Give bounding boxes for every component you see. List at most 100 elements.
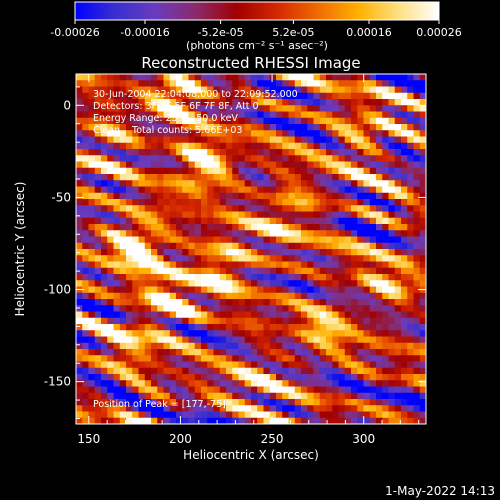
heatmap-cell: [144, 361, 152, 369]
heatmap-cell: [157, 155, 164, 162]
heatmap-cell: [394, 380, 402, 387]
heatmap-cell: [357, 274, 364, 281]
heatmap-cell: [413, 274, 421, 281]
heatmap-cell: [244, 305, 252, 312]
heatmap-cell: [251, 236, 258, 244]
heatmap-cell: [138, 386, 146, 394]
heatmap-cell: [332, 192, 339, 200]
heatmap-cell: [376, 274, 383, 281]
heatmap-cell: [182, 324, 189, 331]
heatmap-cell: [176, 336, 183, 344]
heatmap-cell: [132, 286, 139, 294]
heatmap-cell: [301, 367, 308, 375]
heatmap-cell: [132, 380, 139, 387]
heatmap-cell: [219, 174, 227, 181]
heatmap-cell: [313, 124, 321, 131]
heatmap-cell: [219, 92, 227, 100]
heatmap-cell: [132, 149, 139, 156]
heatmap-cell: [126, 211, 133, 219]
heatmap-cell: [363, 111, 371, 119]
heatmap-cell: [401, 305, 408, 312]
heatmap-cell: [107, 305, 114, 312]
heatmap-cell: [82, 86, 89, 94]
heatmap-cell: [163, 349, 171, 356]
heatmap-cell: [169, 399, 177, 406]
heatmap-cell: [157, 86, 164, 94]
heatmap-cell: [157, 411, 164, 419]
heatmap-cell: [182, 367, 189, 375]
heatmap-cell: [288, 305, 296, 312]
heatmap-cell: [257, 199, 264, 206]
heatmap-cell: [269, 224, 277, 231]
heatmap-cell: [394, 361, 402, 369]
heatmap-cell: [101, 267, 108, 275]
heatmap-cell: [194, 199, 202, 206]
heatmap-cell: [82, 149, 89, 156]
heatmap-cell: [369, 292, 377, 300]
heatmap-cell: [307, 92, 314, 100]
heatmap-cell: [294, 417, 302, 424]
heatmap-cell: [301, 105, 308, 112]
heatmap-cell: [238, 355, 246, 362]
heatmap-cell: [182, 80, 189, 87]
heatmap-cell: [88, 130, 96, 137]
heatmap-cell: [201, 161, 208, 169]
heatmap-cell: [294, 180, 302, 187]
heatmap-cell: [219, 392, 227, 400]
heatmap-cell: [126, 217, 133, 225]
heatmap-cell: [376, 386, 383, 394]
heatmap-cell: [263, 417, 271, 424]
heatmap-cell: [113, 136, 121, 144]
heatmap-cell: [138, 374, 146, 381]
heatmap-cell: [119, 361, 127, 369]
heatmap-cell: [238, 405, 246, 412]
heatmap-cell: [388, 255, 396, 262]
heatmap-cell: [151, 261, 158, 269]
heatmap-cell: [294, 267, 302, 275]
heatmap-cell: [332, 367, 339, 375]
heatmap-cell: [288, 186, 296, 194]
heatmap-cell: [232, 74, 239, 81]
heatmap-cell: [169, 336, 177, 344]
heatmap-cell: [176, 380, 183, 387]
heatmap-cell: [269, 242, 277, 250]
heatmap-cell: [232, 80, 239, 87]
heatmap-cell: [213, 136, 221, 144]
heatmap-cell: [94, 267, 102, 275]
heatmap-cell: [269, 267, 277, 275]
heatmap-cell: [113, 367, 121, 375]
heatmap-cell: [88, 192, 96, 200]
heatmap-cell: [369, 74, 377, 81]
heatmap-cell: [144, 299, 152, 306]
heatmap-cell: [257, 342, 264, 350]
heatmap-cell: [313, 230, 321, 237]
heatmap-cell: [132, 236, 139, 244]
heatmap-cell: [176, 105, 183, 112]
heatmap-cell: [294, 255, 302, 262]
heatmap-cell: [307, 324, 314, 331]
heatmap-cell: [157, 317, 164, 325]
heatmap-cell: [238, 161, 246, 169]
heatmap-cell: [351, 324, 358, 331]
heatmap-cell: [388, 180, 396, 187]
heatmap-cell: [101, 392, 108, 400]
heatmap-cell: [319, 180, 327, 187]
heatmap-cell: [213, 380, 221, 387]
heatmap-cell: [232, 136, 239, 144]
heatmap-cell: [407, 99, 414, 106]
heatmap-cell: [376, 124, 383, 131]
heatmap-cell: [238, 167, 246, 175]
heatmap-cell: [207, 399, 214, 406]
heatmap-cell: [276, 342, 283, 350]
heatmap-cell: [144, 142, 152, 150]
heatmap-cell: [219, 280, 227, 287]
heatmap-cell: [232, 330, 239, 337]
heatmap-cell: [257, 74, 264, 81]
heatmap-cell: [332, 317, 339, 325]
heatmap-cell: [182, 380, 189, 387]
heatmap-cell: [82, 92, 89, 100]
heatmap-cell: [232, 242, 239, 250]
heatmap-cell: [144, 317, 152, 325]
heatmap-cell: [194, 86, 202, 94]
heatmap-cell: [238, 117, 246, 125]
